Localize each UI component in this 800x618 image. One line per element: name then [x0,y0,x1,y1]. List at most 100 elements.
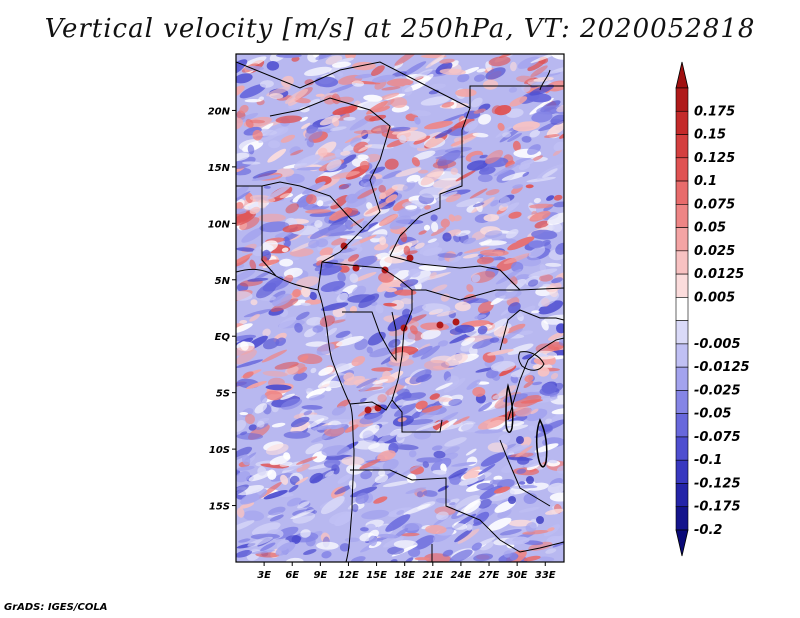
lat-tick-label: 15N [208,163,231,174]
field-blob [490,360,516,372]
field-blob [330,126,347,131]
border-line [507,337,564,421]
field-blob [483,214,500,222]
field-blob [321,445,350,457]
field-blob [335,363,350,371]
field-blob [290,421,310,434]
field-blob [475,367,494,373]
field-blob [248,424,257,431]
field-blob [400,298,414,305]
field-blob [288,484,299,493]
field-blob [448,398,463,406]
field-blob [383,537,404,548]
field-blob [267,185,291,200]
field-blob [339,235,363,240]
field-blob [503,252,532,265]
field-blob [294,322,303,333]
lat-tick-label: 20N [208,106,231,117]
field-blob [405,205,418,210]
field-blob [358,144,373,152]
field-blob [405,487,427,494]
field-blob [530,310,540,314]
field-blob [364,200,391,215]
field-blob [241,227,265,243]
field-blob [435,418,458,433]
field-blob [247,144,255,155]
field-blob [479,485,503,500]
field-blob [541,382,557,394]
field-blob [407,547,421,558]
field-blob [449,328,464,335]
field-blob [520,399,543,404]
field-blob [449,476,461,485]
field-blob [246,380,267,390]
field-blob [412,275,432,286]
field-blob [236,334,257,341]
field-blob [251,174,282,181]
field-blob [537,367,550,377]
colorbar-swatch [675,413,689,438]
border-line [499,309,564,351]
field-blob [546,195,555,201]
field-blob [369,166,386,174]
field-blob [522,171,530,177]
field-blob [552,538,564,548]
field-blob [558,338,564,346]
field-blob [533,197,541,204]
field-blob [395,433,405,444]
field-blob [249,206,261,215]
field-blob [547,212,564,226]
field-blob [340,150,351,156]
field-blob [474,314,487,320]
field-blob [351,80,365,87]
lat-tick-label: 10S [209,445,230,456]
field-blob [310,434,332,443]
field-blob [373,496,388,504]
colorbar-label: -0.005 [694,337,741,352]
field-blob [304,66,332,76]
field-blob [242,510,265,522]
field-blob [495,126,512,138]
field-blob [236,208,247,215]
colorbar-bottom-arrow [675,529,689,557]
field-blob [473,74,486,82]
field-blob [291,56,300,62]
field-blob [299,106,310,113]
field-blob [530,54,558,64]
field-blob [305,536,316,547]
field-blob [352,285,367,297]
field-blob [529,210,551,222]
field-blob [269,514,284,522]
colorbar-label: -0.025 [694,383,741,398]
colorbar-swatch [675,204,689,228]
field-blob [529,203,554,209]
field-blob [472,386,486,397]
lake-outline [518,351,545,371]
lon-tick-label: 33E [535,570,556,581]
field-blob [536,396,558,403]
field-blob [360,527,369,532]
field-blob [362,430,375,442]
field-blob [507,343,534,355]
field-blob [473,511,490,525]
field-blob [378,533,399,539]
field-blob [295,476,309,485]
field-blob [485,67,506,80]
field-blob [544,134,560,138]
field-blob [525,184,534,189]
field-blob [332,106,355,116]
field-blob [485,189,500,196]
field-blob [331,405,346,416]
field-blob [509,552,518,561]
lat-tick-label: 15S [209,502,230,513]
field-blob [236,191,251,206]
field-blob [427,238,437,243]
border-line [499,439,551,507]
field-blob [419,73,434,85]
field-blob [304,387,315,392]
field-blob [401,84,413,96]
field-blob [400,532,420,537]
field-blob [236,202,244,211]
field-blob [524,456,550,468]
field-blob [378,213,399,226]
